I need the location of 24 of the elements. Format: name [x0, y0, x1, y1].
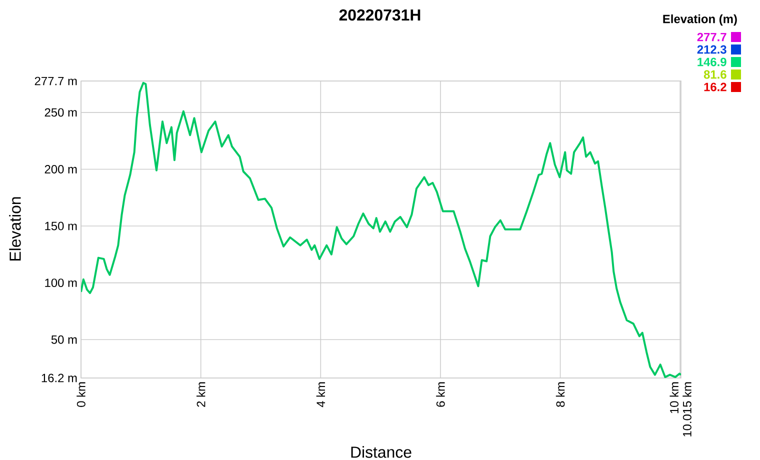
y-tick-label: 50 m — [51, 335, 77, 344]
x-axis-title: Distance — [351, 446, 412, 458]
y-tick-label: 100 m — [45, 278, 77, 288]
x-tick-label: 2 km — [196, 382, 206, 407]
color-bar-label: 146.9 — [698, 58, 726, 66]
y-tick-label: 200 m — [44, 165, 77, 174]
x-tick-label: 10 km — [670, 382, 678, 414]
y-tick-label: 150 m — [45, 222, 77, 230]
x-tick-label: 8 km — [556, 382, 565, 407]
color-bar-title: Elevation (m) — [663, 14, 737, 26]
color-bar-label: 16.2 — [704, 82, 726, 92]
y-axis-title: Elevation — [9, 197, 21, 260]
y-tick-label: 277.7 m — [34, 76, 77, 86]
y-tick-label: 16.2 m — [42, 374, 77, 382]
x-tick-label: 6 km — [436, 382, 445, 407]
color-bar-label: 81.6 — [704, 70, 726, 79]
x-tick-label: 0 km — [76, 382, 86, 407]
color-bar-label: 277.7 — [697, 32, 726, 42]
line-series — [81, 82, 682, 378]
x-tick-label: 10.015 km — [682, 382, 692, 436]
color-bar-label: 212.3 — [697, 45, 726, 54]
chart-title: 20220731H — [339, 9, 420, 21]
x-tick-label: 4 km — [316, 382, 325, 408]
y-tick-label: 250 m — [44, 108, 77, 117]
